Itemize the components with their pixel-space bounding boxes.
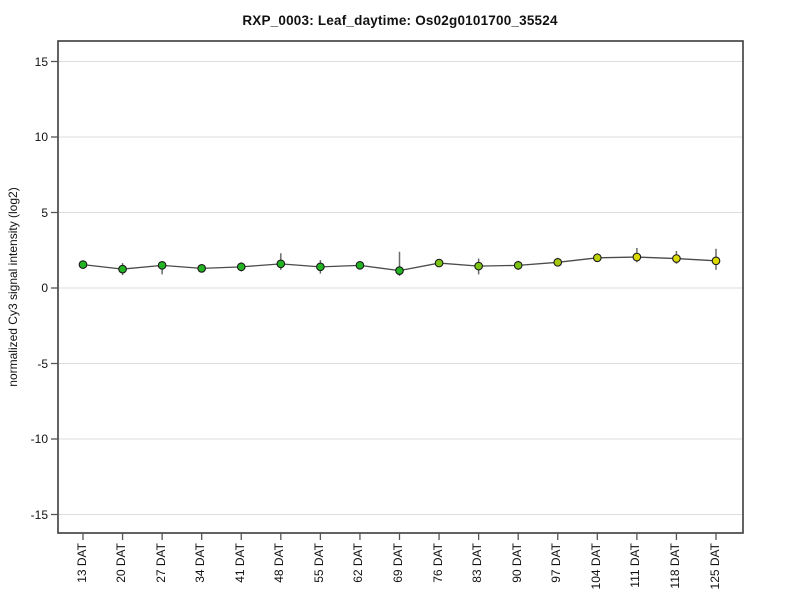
data-point <box>553 257 563 267</box>
data-point <box>316 262 325 272</box>
data-point <box>513 261 523 270</box>
y-tick-label: -15 <box>30 507 48 522</box>
y-tick-label: 15 <box>34 54 48 69</box>
data-point <box>118 264 127 274</box>
y-tick-label: 10 <box>34 130 48 144</box>
x-tick-label: 76 DAT <box>430 543 445 583</box>
x-tick-label: 83 DAT <box>470 543 485 583</box>
y-tick-label: -10 <box>30 432 48 446</box>
data-point <box>197 264 207 273</box>
y-tick-label: 5 <box>41 205 48 220</box>
x-tick-label: 118 DAT <box>667 543 682 589</box>
data-point <box>78 260 88 269</box>
data-point <box>434 258 444 268</box>
x-tick-label: 111 DAT <box>628 543 643 588</box>
y-tick-label: 0 <box>41 281 48 295</box>
data-point <box>157 261 167 270</box>
x-tick-label: 20 DAT <box>114 543 129 583</box>
x-tick-label: 69 DAT <box>391 543 405 583</box>
x-tick-label: 90 DAT <box>509 543 524 583</box>
data-point <box>592 253 602 263</box>
chart-title: RXP_0003: Leaf_daytime: Os02g0101700_355… <box>242 13 558 28</box>
data-point <box>632 252 642 262</box>
y-tick-label: -5 <box>37 356 48 371</box>
data-point <box>672 254 681 263</box>
x-tick-label: 27 DAT <box>153 543 168 583</box>
data-point <box>355 261 365 270</box>
data-point <box>276 259 286 269</box>
data-point <box>711 256 721 266</box>
data-point <box>395 266 404 275</box>
data-point <box>474 261 483 271</box>
plot-border <box>57 40 744 534</box>
x-tick-label: 104 DAT <box>588 543 603 590</box>
x-tick-label: 13 DAT <box>74 543 89 583</box>
x-tick-label: 34 DAT <box>193 543 208 583</box>
data-point <box>236 262 246 272</box>
x-tick-label: 125 DAT <box>707 543 722 590</box>
x-tick-label: 97 DAT <box>549 543 564 583</box>
x-tick-label: 55 DAT <box>311 543 326 583</box>
x-tick-label: 62 DAT <box>351 543 366 583</box>
x-tick-label: 48 DAT <box>272 543 287 583</box>
x-tick-label: 41 DAT <box>232 543 247 583</box>
